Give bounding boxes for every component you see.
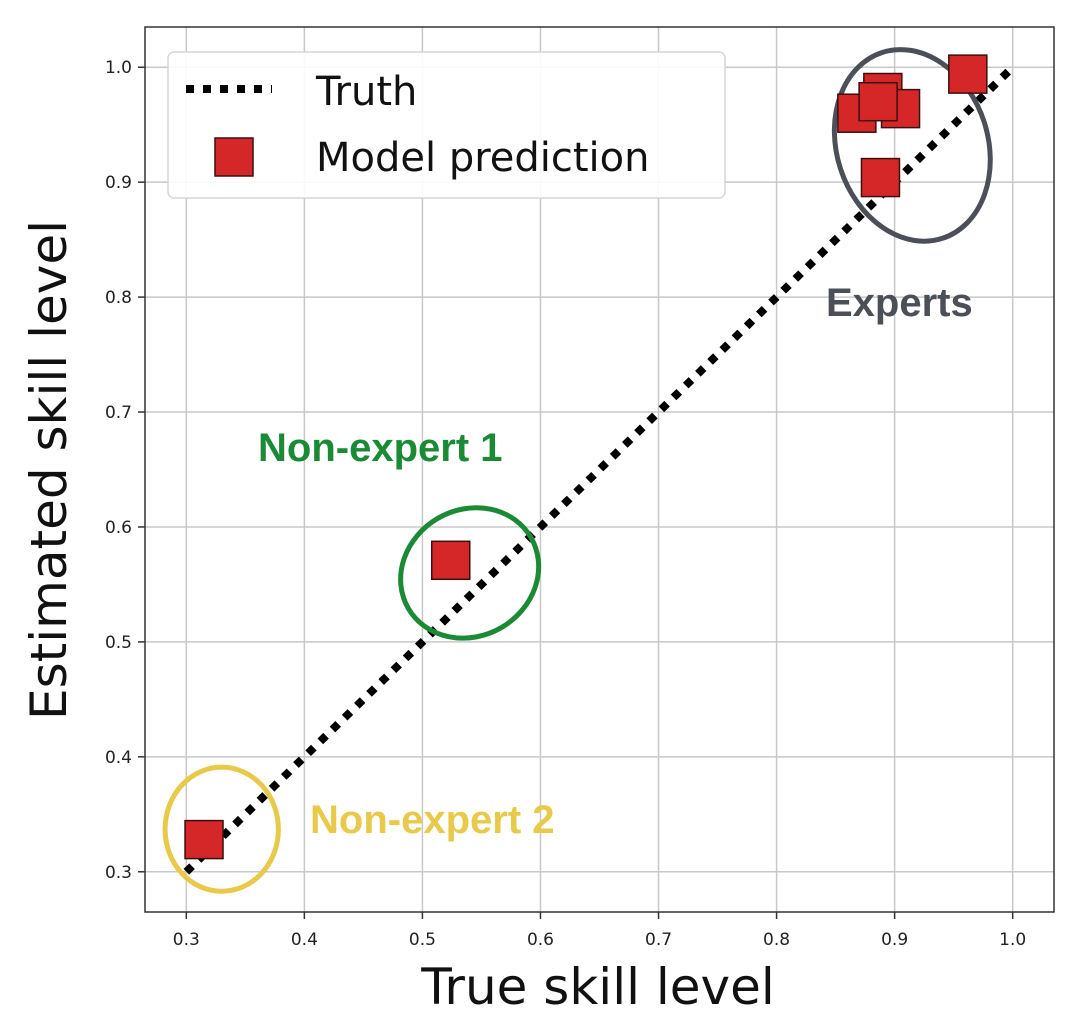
y-tick-label: 0.3 <box>105 863 132 883</box>
legend-box <box>167 51 726 199</box>
x-tick-label: 0.5 <box>409 930 436 950</box>
y-tick-label: 0.4 <box>105 748 132 768</box>
legend-prediction-label: Model prediction <box>316 135 650 181</box>
legend-prediction-swatch <box>214 137 254 177</box>
annotation-ellipse-non-expert-1 <box>398 505 542 641</box>
x-tick-labels: 0.3 0.4 0.5 0.6 0.7 0.8 0.9 1.0 <box>173 912 1026 950</box>
truth-series <box>183 64 1016 875</box>
x-tick-label: 0.6 <box>527 930 554 950</box>
prediction-point <box>948 54 988 94</box>
y-tick-labels: 0.3 0.4 0.5 0.6 0.7 0.8 0.9 1.0 <box>105 58 145 883</box>
truth-line <box>183 64 1016 875</box>
annotation-label-non-expert-2: Non-expert 2 <box>310 798 555 842</box>
y-tick-label: 0.5 <box>105 633 132 653</box>
plot-frame <box>144 26 1055 913</box>
annotation-ellipse-experts <box>831 47 993 244</box>
x-tick-label: 0.8 <box>763 930 790 950</box>
annotation-ellipse-non-expert-2 <box>162 764 281 894</box>
x-axis-title: True skill level <box>420 958 775 1016</box>
x-tick-label: 0.9 <box>881 930 908 950</box>
y-tick-label: 0.8 <box>105 288 132 308</box>
y-tick-label: 0.6 <box>105 518 132 538</box>
x-tick-label: 0.4 <box>291 930 318 950</box>
prediction-point <box>860 157 901 198</box>
legend-truth-label: Truth <box>315 69 417 115</box>
y-tick-label: 1.0 <box>105 58 132 78</box>
annotations <box>162 47 993 894</box>
x-tick-label: 0.3 <box>173 930 200 950</box>
legend: Truth Model prediction <box>167 51 726 199</box>
prediction-point <box>431 540 471 581</box>
x-tick-label: 0.7 <box>645 930 672 950</box>
y-axis-title: Estimated skill level <box>20 220 78 720</box>
x-tick-label: 1.0 <box>999 930 1026 950</box>
y-tick-label: 0.7 <box>105 403 132 423</box>
y-tick-label: 0.9 <box>105 173 132 193</box>
prediction-series <box>184 54 988 860</box>
grid <box>145 27 1054 912</box>
prediction-point <box>184 819 224 860</box>
prediction-point <box>858 81 898 122</box>
annotation-label-experts: Experts <box>826 281 973 325</box>
annotation-label-non-expert-1: Non-expert 1 <box>258 426 503 470</box>
